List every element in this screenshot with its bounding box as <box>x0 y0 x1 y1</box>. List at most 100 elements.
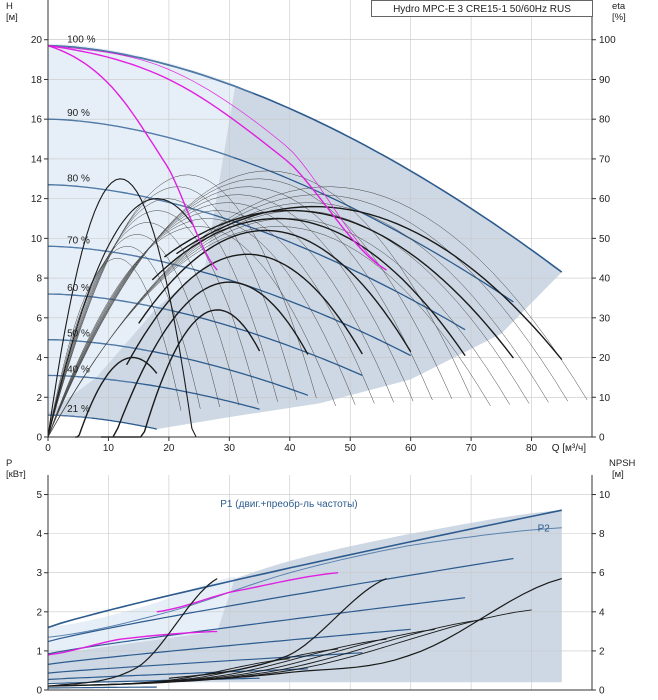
speed-label: 50 % <box>67 329 90 340</box>
power-curve <box>47 686 157 689</box>
power-curve <box>47 652 363 674</box>
magenta-curve <box>47 45 387 271</box>
npsh-tick-label: 6 <box>599 568 605 579</box>
p-tick-label: 4 <box>36 529 42 540</box>
efficiency-curve-single <box>47 178 218 438</box>
efficiency-curve-single <box>47 198 194 438</box>
speed-label: 21 % <box>67 404 90 415</box>
h-axis-unit: [м] <box>6 12 18 23</box>
speed-label: 80 % <box>67 174 90 185</box>
efficiency-curve <box>138 229 412 353</box>
p-tick-label: 0 <box>36 686 42 697</box>
efficiency-curve <box>112 281 309 438</box>
power-magenta-curve <box>156 572 339 613</box>
npsh-tick-label: 2 <box>599 646 605 657</box>
p-axis-unit: [кВт] <box>6 469 26 480</box>
eta-tick-label: 80 <box>599 115 611 126</box>
y-tick-label: 16 <box>31 115 43 126</box>
y-tick-label: 4 <box>36 353 42 364</box>
efficiency-curve-thin <box>47 210 259 438</box>
efficiency-curve-thin <box>47 210 375 438</box>
h-axis-label: H <box>6 1 13 12</box>
efficiency-curve-thin <box>47 218 356 438</box>
p2-series-label: P2 <box>538 524 551 535</box>
speed-label: 70 % <box>67 235 90 246</box>
magenta-curve-thin <box>47 45 387 271</box>
eta-tick-label: 100 <box>599 35 616 46</box>
efficiency-curve-thin <box>47 257 182 438</box>
y-tick-label: 18 <box>31 75 43 86</box>
efficiency-curve <box>176 205 563 361</box>
eta-axis-label: eta <box>612 1 626 12</box>
efficiency-curve-thin <box>47 194 414 438</box>
background-layer <box>48 43 562 683</box>
eta-tick-label: 60 <box>599 194 611 205</box>
efficiency-curve <box>163 209 514 359</box>
efficiency-curve-thin <box>47 186 588 438</box>
eta-tick-label: 90 <box>599 75 611 86</box>
eta-tick-label: 40 <box>599 274 611 285</box>
efficiency-curve-thin <box>47 186 298 438</box>
efficiency-curve-thin <box>47 186 433 438</box>
x-tick-label: 0 <box>45 443 51 454</box>
y-tick-label: 6 <box>36 313 42 324</box>
x-tick-label: 40 <box>284 443 296 454</box>
x-tick-label: 50 <box>345 443 357 454</box>
eta-axis-unit: [%] <box>612 12 626 23</box>
grid-layer <box>47 0 592 691</box>
eta-tick-label: 0 <box>599 433 605 444</box>
y-tick-label: 0 <box>36 433 42 444</box>
axes-layer <box>44 0 596 691</box>
p-axis-label: P <box>6 458 12 469</box>
p-tick-label: 5 <box>36 490 42 501</box>
x-tick-label: 60 <box>405 443 417 454</box>
q-axis-label: Q [м³/ч] <box>552 443 587 454</box>
x-tick-label: 10 <box>103 443 115 454</box>
eta-tick-label: 10 <box>599 393 611 404</box>
p-tick-label: 3 <box>36 568 42 579</box>
eta-tick-label: 50 <box>599 234 611 245</box>
npsh-axis-label: NPSH <box>609 458 636 469</box>
power-curve <box>47 509 562 629</box>
y-tick-label: 2 <box>36 393 42 404</box>
efficiency-curve-thin <box>47 226 336 438</box>
p2-curve <box>47 527 562 638</box>
efficiency-curve <box>151 217 466 357</box>
efficiency-curve-thin <box>47 222 240 438</box>
speed-label: 90 % <box>67 108 90 119</box>
speed-label: 100 % <box>67 35 95 46</box>
power-curve <box>47 628 411 665</box>
eta-tick-label: 30 <box>599 313 611 324</box>
single-pump-region <box>48 43 236 414</box>
chart-title: Hydro MPC-E 3 CRE15-1 50/60Hz RUS <box>371 0 593 17</box>
npsh-curve <box>47 578 218 687</box>
power-region <box>48 510 562 683</box>
efficiency-curve-thin <box>47 202 394 438</box>
efficiency-curve <box>125 253 363 366</box>
efficiency-curve-thin <box>47 178 453 438</box>
speed-label: 40 % <box>67 364 90 375</box>
npsh-tick-label: 0 <box>599 686 605 697</box>
x-tick-label: 30 <box>224 443 236 454</box>
power-region-light <box>48 576 236 655</box>
qh-curve-light <box>47 293 174 312</box>
p1-series-label: P1 (двиг.+преобр-ль частоты) <box>220 498 357 510</box>
npsh-axis-unit: [м] <box>612 469 624 480</box>
eta-tick-label: 70 <box>599 154 611 165</box>
y-tick-label: 14 <box>31 154 43 165</box>
npsh-curve-thin <box>47 609 532 687</box>
p-tick-label: 1 <box>36 646 42 657</box>
npsh-tick-label: 4 <box>599 607 605 618</box>
curves-layer <box>47 44 588 689</box>
power-curve <box>47 557 514 643</box>
magenta-curve <box>47 45 218 271</box>
npsh-tick-label: 8 <box>599 529 605 540</box>
speed-label: 60 % <box>67 283 90 294</box>
y-tick-label: 8 <box>36 274 42 285</box>
efficiency-curve-thin <box>47 174 317 438</box>
efficiency-curve <box>75 356 158 438</box>
eta-tick-label: 20 <box>599 353 611 364</box>
qh-curve-light <box>47 245 194 270</box>
npsh-tick-label: 10 <box>599 490 611 501</box>
